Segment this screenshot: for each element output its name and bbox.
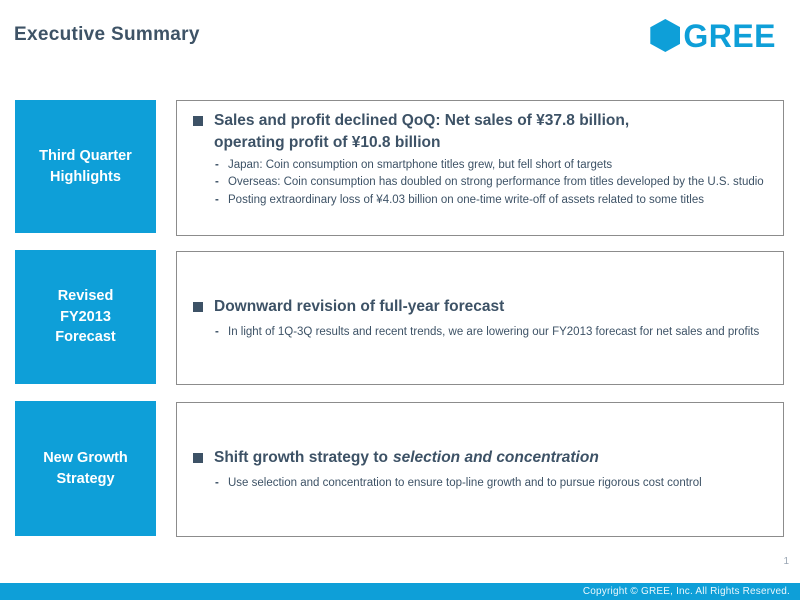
section-label-revised-fy2013-forecast: Revised FY2013 Forecast <box>15 250 156 384</box>
hexagon-icon <box>650 19 681 52</box>
section-content-revised-fy2013-forecast: Downward revision of full-year forecast … <box>176 251 784 385</box>
bullet-item: Use selection and concentration to ensur… <box>214 476 769 492</box>
section-content-new-growth-strategy: Shift growth strategy to selection and co… <box>176 402 784 537</box>
page-number: 1 <box>783 556 789 567</box>
bullet-list: In light of 1Q-3Q results and recent tre… <box>214 325 769 342</box>
bullet-item: Japan: Coin consumption on smartphone ti… <box>214 158 769 174</box>
heading-text-prefix: Shift growth strategy to <box>214 449 388 467</box>
bullet-list: Use selection and concentration to ensur… <box>214 476 769 493</box>
label-line: Revised <box>57 288 114 305</box>
bullet-list: Japan: Coin consumption on smartphone ti… <box>214 158 769 208</box>
section-heading: Downward revision of full-year forecast <box>193 296 769 318</box>
square-bullet-icon <box>193 453 203 464</box>
label-line: Forecast <box>55 329 116 346</box>
footer-bar: Copyright © GREE, Inc. All Rights Reserv… <box>0 583 800 600</box>
label-line: Third Quarter <box>39 147 132 164</box>
page-title: Executive Summary <box>14 24 200 45</box>
bullet-item: Posting extraordinary loss of ¥4.03 bill… <box>214 193 769 209</box>
label-line: FY2013 <box>60 308 111 325</box>
bullet-item: Overseas: Coin consumption has doubled o… <box>214 175 769 191</box>
section-heading: Sales and profit declined QoQ: Net sales… <box>193 110 769 154</box>
square-bullet-icon <box>193 116 203 126</box>
label-line: New Growth <box>43 449 128 466</box>
copyright-text: Copyright © GREE, Inc. All Rights Reserv… <box>582 586 790 597</box>
section-label-third-quarter-highlights: Third Quarter Highlights <box>15 100 156 233</box>
heading-text: Sales and profit declined QoQ: Net sales… <box>214 112 630 151</box>
label-line: Strategy <box>56 470 115 487</box>
square-bullet-icon <box>193 301 203 312</box>
section-heading: Shift growth strategy to selection and co… <box>193 447 769 469</box>
bullet-item: In light of 1Q-3Q results and recent tre… <box>214 325 769 341</box>
gree-logo-text: GREE <box>683 17 776 54</box>
heading-text-italic: selection and concentration <box>392 449 599 467</box>
heading-text: Shift growth strategy to selection and co… <box>214 447 599 469</box>
label-line: Highlights <box>50 168 121 185</box>
heading-text: Downward revision of full-year forecast <box>214 297 505 315</box>
gree-logo: GREE <box>650 19 776 52</box>
section-label-new-growth-strategy: New Growth Strategy <box>15 401 156 536</box>
section-content-third-quarter-highlights: Sales and profit declined QoQ: Net sales… <box>176 100 784 236</box>
